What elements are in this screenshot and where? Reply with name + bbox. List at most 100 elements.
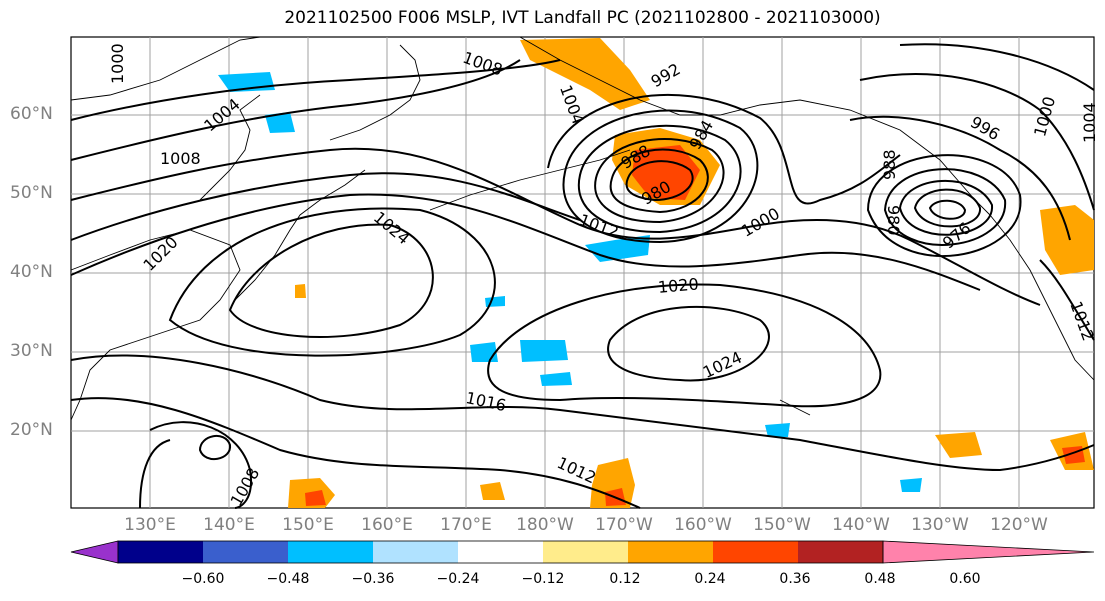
graticule xyxy=(71,37,1094,508)
contour-low-996 xyxy=(562,109,759,244)
lon-label: 140°W xyxy=(832,515,890,535)
coast-kamchatka xyxy=(329,44,421,141)
lon-label: 150°E xyxy=(282,515,334,535)
contour-label: 1004 xyxy=(1080,102,1099,143)
mslp-contours xyxy=(70,43,1095,509)
ivt-positive-west-coast xyxy=(1040,205,1094,275)
contour-label-group: 1000 1004 1008 1008 1004 992 988 980 984… xyxy=(108,43,1099,509)
colorbar-segment xyxy=(288,541,373,563)
colorbar-segment xyxy=(628,541,713,563)
contour-east-low-976 xyxy=(913,188,982,228)
ivt-negative-8 xyxy=(900,478,922,492)
colorbar-arrow-right xyxy=(882,540,1095,564)
lat-label: 50°N xyxy=(10,183,53,203)
lat-label: 20°N xyxy=(10,420,53,440)
colorbar-segment xyxy=(543,541,628,563)
map-panel xyxy=(70,36,1095,509)
colorbar-segment xyxy=(203,541,288,563)
colorbar-tick-label: 0.12 xyxy=(609,571,641,587)
contour-east-1000 xyxy=(859,73,1095,211)
contour-1008-south xyxy=(139,421,252,509)
ivt-positive-small2 xyxy=(295,284,306,298)
colorbar-tick-label: −0.48 xyxy=(266,571,310,587)
contour-low-1000 xyxy=(547,94,901,205)
contour-1024-east xyxy=(607,305,770,382)
lon-label: 160°W xyxy=(674,515,732,535)
contour-east-low-980 xyxy=(898,180,994,236)
ivt-negative-6 xyxy=(540,372,572,386)
contour-label: 1000 xyxy=(108,43,127,84)
ivt-negative-5 xyxy=(520,340,568,362)
contour-label: 988 xyxy=(880,149,899,180)
contour-east-low-inner xyxy=(928,199,967,220)
lat-label: 40°N xyxy=(10,262,53,282)
colorbar-segment xyxy=(373,541,458,563)
contour-label: 1008 xyxy=(160,149,201,168)
ivt-positive-small1 xyxy=(480,482,505,500)
contour-label: 980 xyxy=(884,205,903,236)
colorbar-tick-label: 0.24 xyxy=(694,571,726,587)
colorbar-tick-label: −0.36 xyxy=(351,571,395,587)
colorbar-tick-label: −0.24 xyxy=(436,571,480,587)
contour-1020-north xyxy=(70,193,981,291)
colorbar-frame xyxy=(117,540,884,564)
contour-label: 1020 xyxy=(657,274,699,296)
contour-east-low-988 xyxy=(866,154,1022,257)
map-title: 2021102500 F006 MSLP, IVT Landfall PC (2… xyxy=(284,8,881,28)
colorbar-arrow-left xyxy=(70,540,119,564)
contour-east-1004 xyxy=(899,43,1095,91)
colorbar-tick-label: 0.48 xyxy=(864,571,896,587)
lon-label: 130°W xyxy=(911,515,969,535)
contour-1008-north xyxy=(70,59,521,161)
coast-na-west xyxy=(989,214,1095,381)
coast-alaska xyxy=(519,36,991,216)
contour-low-992 xyxy=(577,124,742,234)
ivt-positive-hawaii xyxy=(935,432,982,458)
contour-1016-north xyxy=(70,172,581,241)
coast-aleutians xyxy=(429,149,631,211)
lon-label: 130°E xyxy=(124,515,176,535)
lon-label: 170°E xyxy=(440,515,492,535)
contour-1012 xyxy=(70,147,1041,306)
colorbar-tick-label: −0.60 xyxy=(181,571,225,587)
contour-low-984 xyxy=(609,148,709,214)
lat-label: 60°N xyxy=(10,104,53,124)
contour-1012-south xyxy=(70,397,641,509)
contour-east-1012 xyxy=(1039,259,1095,341)
lon-label: 180°W xyxy=(516,515,574,535)
coast-hawaii xyxy=(779,399,811,416)
colorbar-segment xyxy=(118,541,203,563)
colorbar-segment xyxy=(713,541,798,563)
ivt-negative-7 xyxy=(765,423,790,437)
ivt-strong-south xyxy=(305,490,326,506)
colorbar-tick-label: −0.12 xyxy=(521,571,565,587)
colorbar xyxy=(70,540,1095,564)
coast-japan xyxy=(234,169,366,301)
contour-1020-hp xyxy=(168,207,496,357)
contour-low-980 xyxy=(625,160,694,202)
contour-small-low xyxy=(198,435,232,460)
contour-1024-hp xyxy=(228,223,434,338)
ivt-shading xyxy=(218,38,1094,508)
lon-label: 120°W xyxy=(990,515,1048,535)
lon-label: 150°W xyxy=(753,515,811,535)
coast-asia xyxy=(70,36,261,421)
contour-low-988 xyxy=(594,138,725,224)
lon-label: 160°E xyxy=(361,515,413,535)
colorbar-tick-label: 0.60 xyxy=(949,571,981,587)
contour-east-low-984 xyxy=(883,168,1007,246)
contour-1020-east xyxy=(487,283,882,408)
colorbar-segment xyxy=(458,541,543,563)
lon-label: 140°E xyxy=(203,515,255,535)
contour-east-996 xyxy=(849,115,1071,241)
contour-1016 xyxy=(70,354,1095,472)
lat-label: 30°N xyxy=(10,341,53,361)
coastlines xyxy=(70,36,1095,421)
ivt-negative-2 xyxy=(265,112,295,133)
colorbar-segment xyxy=(798,541,883,563)
ivt-negative-4 xyxy=(470,342,498,362)
colorbar-tick-label: 0.36 xyxy=(779,571,811,587)
lon-label: 170°W xyxy=(595,515,653,535)
ivt-strong-gulf xyxy=(632,145,700,200)
